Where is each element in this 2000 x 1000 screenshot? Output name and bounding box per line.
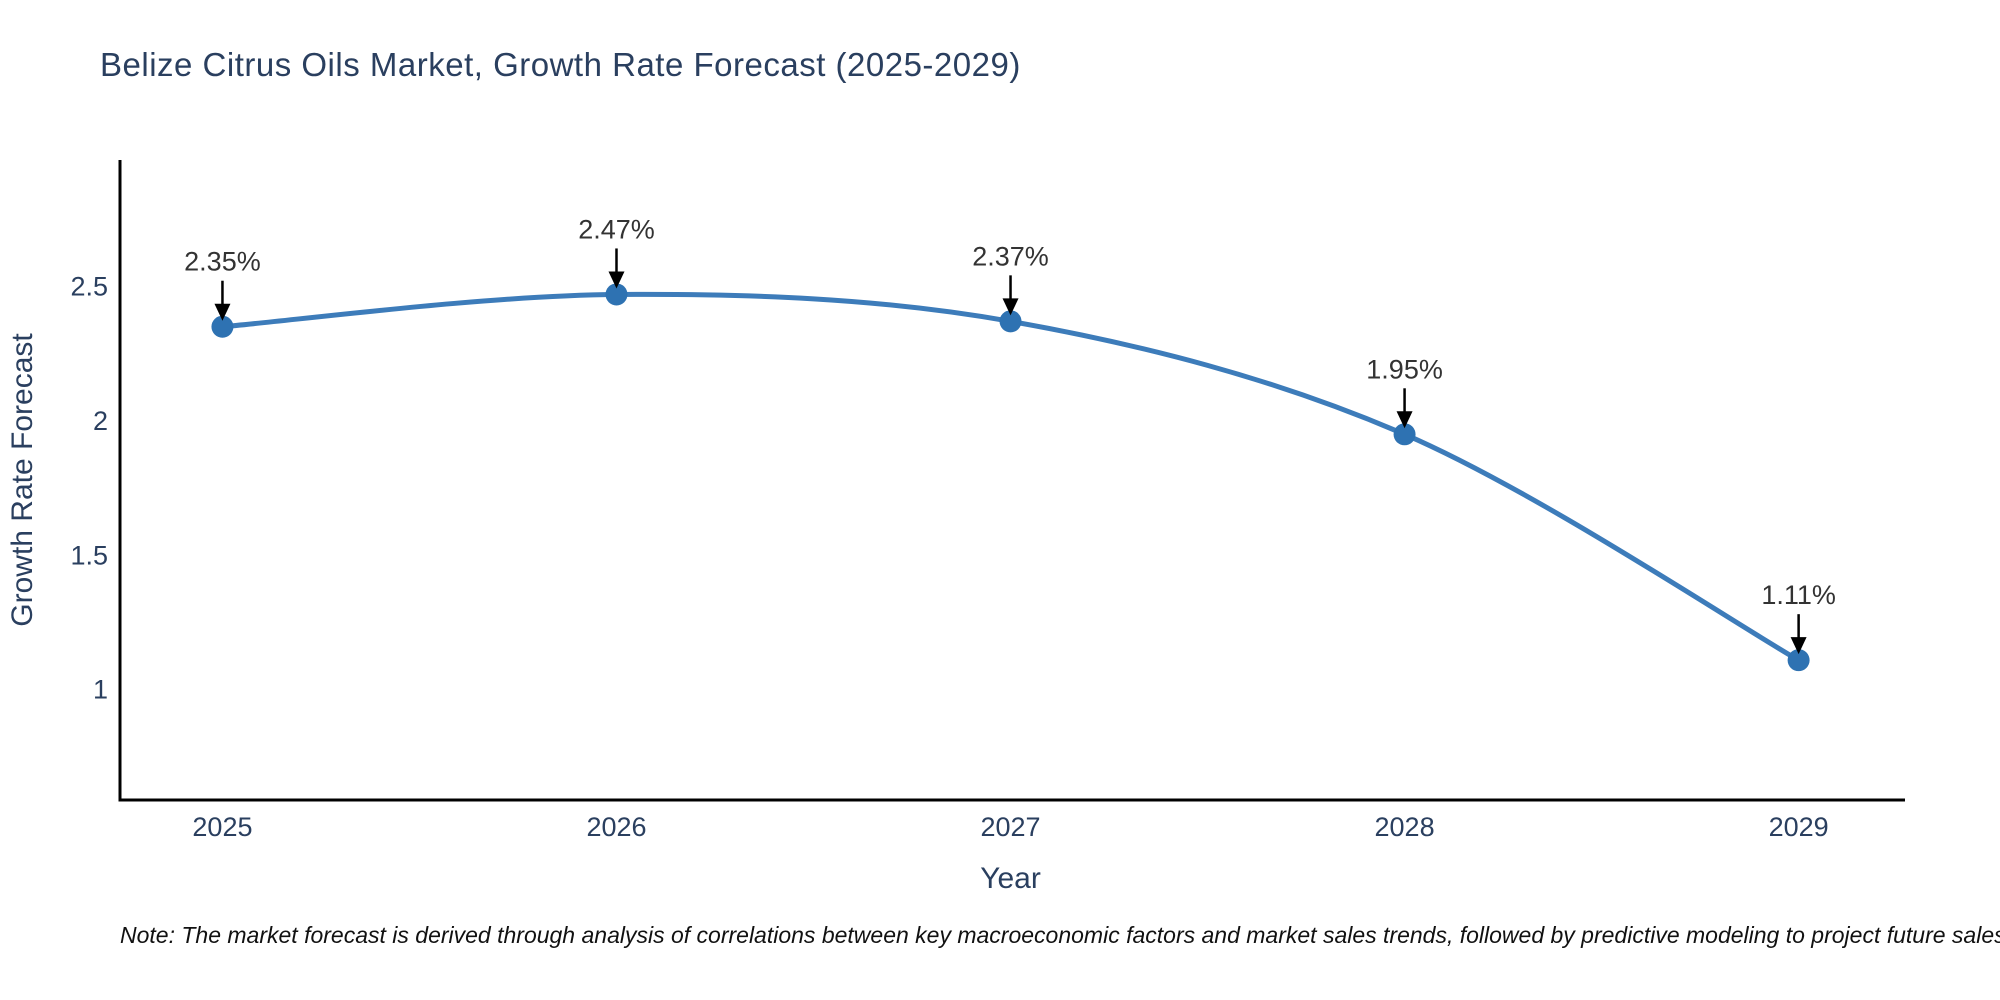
annotation-arrowhead-icon [608, 271, 625, 289]
x-tick-label: 2029 [1769, 812, 1829, 842]
annotation-arrowhead-icon [214, 303, 231, 321]
chart-title: Belize Citrus Oils Market, Growth Rate F… [100, 46, 1021, 83]
y-axis-title: Growth Rate Forecast [6, 333, 39, 627]
annotation-arrowhead-icon [1790, 637, 1807, 655]
annotation-label: 2.37% [972, 241, 1049, 271]
y-tick-label: 2 [93, 406, 108, 436]
footnote: Note: The market forecast is derived thr… [120, 922, 2000, 948]
x-tick-label: 2028 [1375, 812, 1435, 842]
y-tick-label: 1 [93, 675, 108, 705]
y-tick-label: 2.5 [70, 271, 108, 301]
annotation-label: 1.11% [1761, 580, 1836, 610]
data-point-marker [1787, 649, 1810, 672]
y-tick-label: 1.5 [70, 540, 108, 570]
annotation-arrowhead-icon [1396, 411, 1413, 429]
x-tick-label: 2025 [192, 812, 252, 842]
annotation-label: 1.95% [1366, 354, 1443, 384]
data-point-marker [211, 315, 234, 338]
curve-line [220, 291, 1802, 663]
data-point-marker [605, 283, 628, 306]
data-point-marker [1393, 423, 1416, 446]
annotation-label: 2.35% [184, 247, 261, 277]
annotation-arrowhead-icon [1002, 298, 1019, 316]
x-tick-label: 2026 [586, 812, 646, 842]
x-tick-label: 2027 [980, 812, 1040, 842]
x-axis-title: Year [980, 862, 1041, 895]
annotation-label: 2.47% [578, 214, 655, 244]
data-point-marker [999, 310, 1022, 333]
